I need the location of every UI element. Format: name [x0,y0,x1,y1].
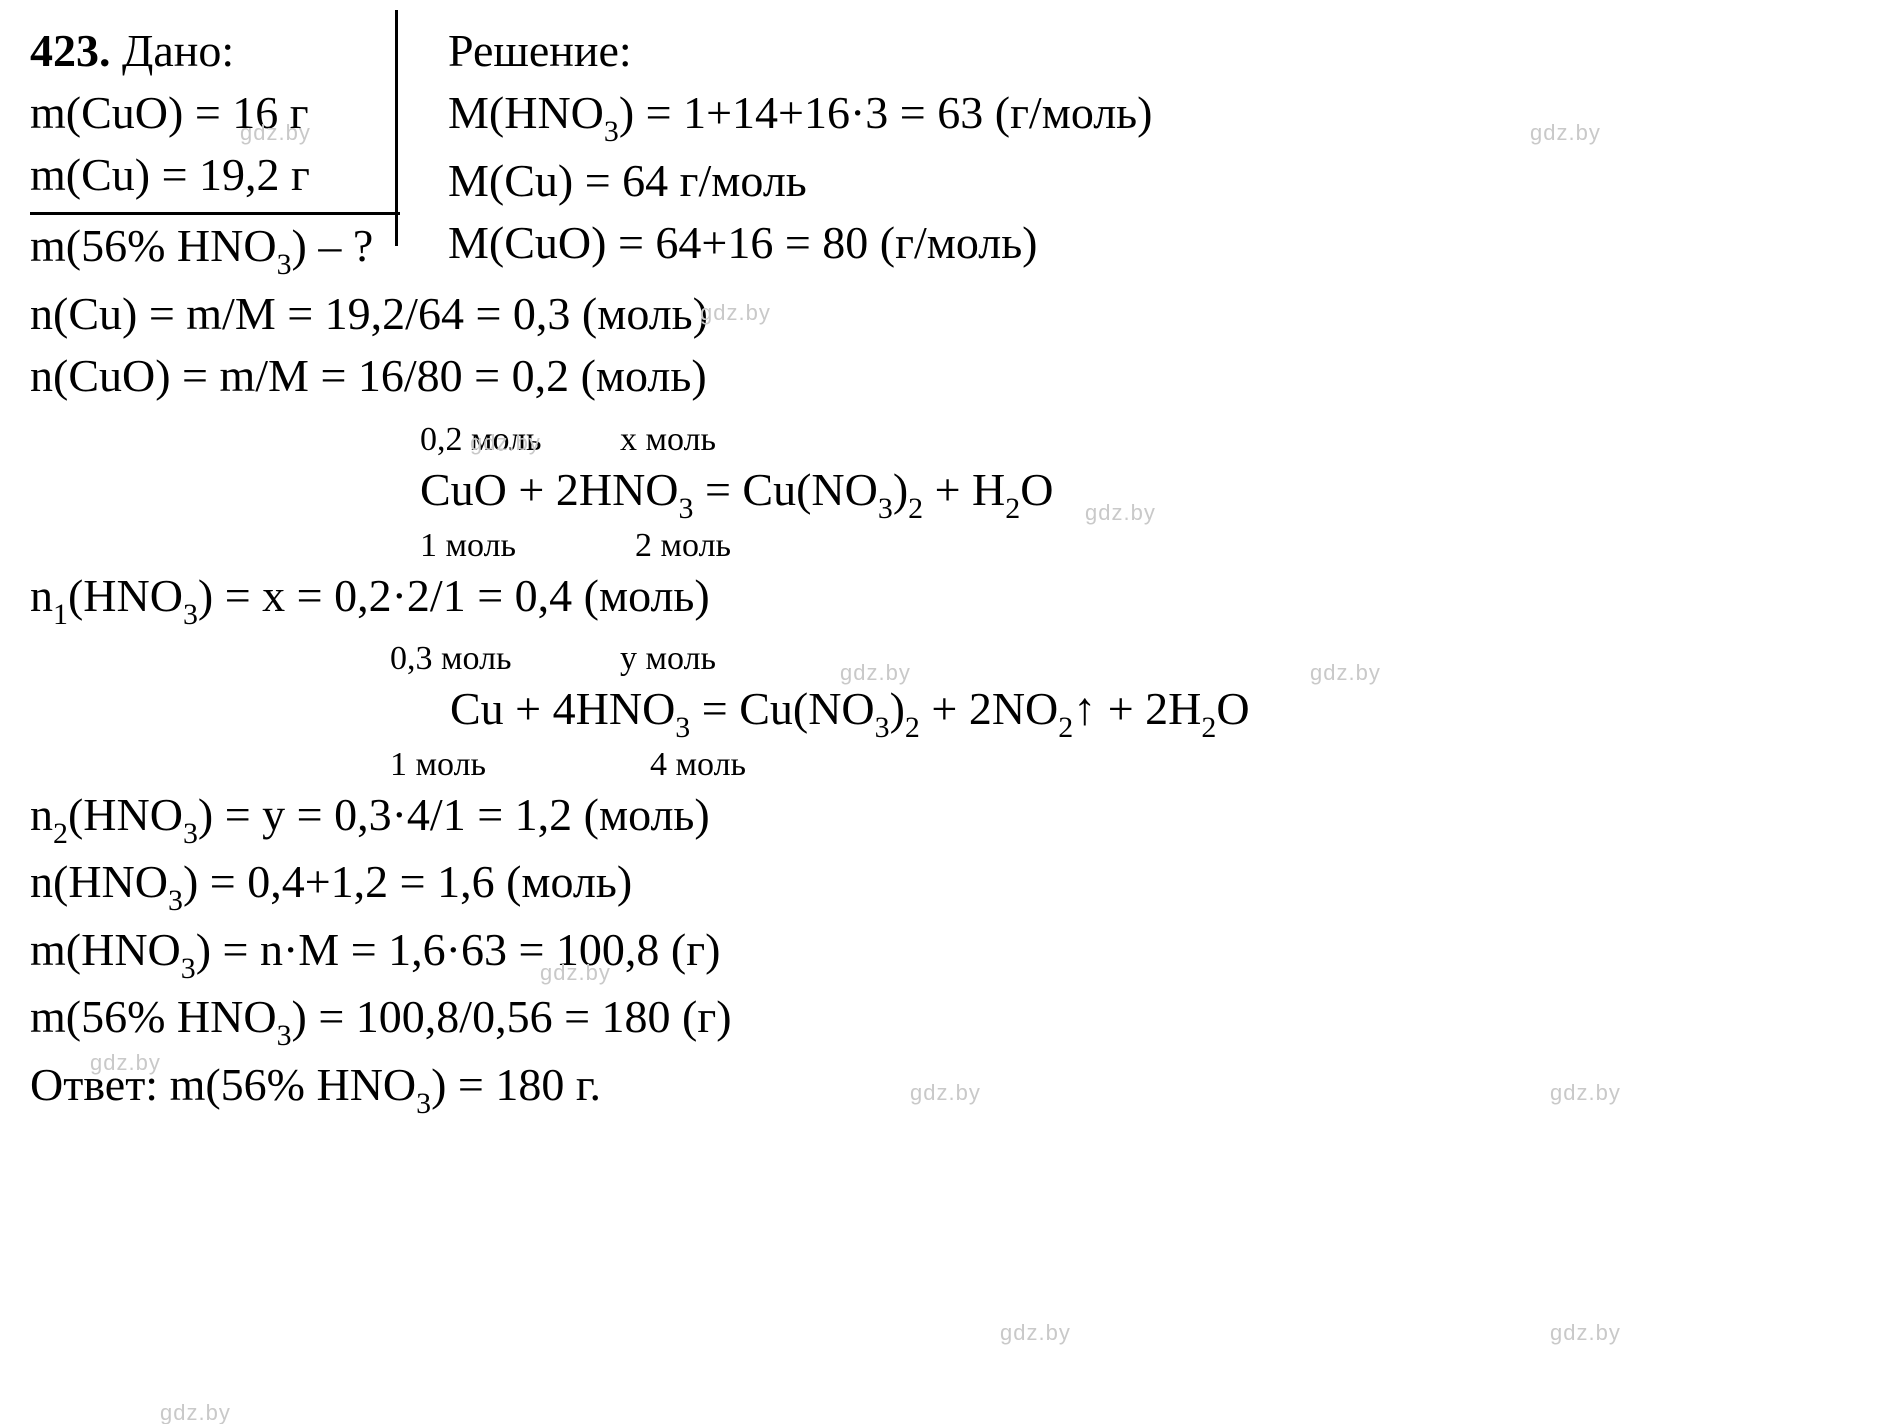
eq1-bot-annot: 1 моль 2 моль [420,527,1863,565]
given-l1-val: 16 г [232,87,308,138]
given-line-1: m(CuO) = 16 г [30,82,430,144]
sol-l1-post: ) = 1+14+16·3 = 63 (г/моль) [619,87,1153,138]
l7-sub2: 3 [183,817,198,850]
given-line-3: m(56% HNO3) – ? [30,215,430,283]
sol-l1: M(HNO3) = 1+14+16·3 = 63 (г/моль) [448,82,1863,150]
eq2-fe-sub: 2 [1201,711,1216,744]
l10-post: ) = 100,8/0,56 = 180 (г) [292,991,732,1042]
eq2-ff: O [1216,683,1249,734]
eq2-top-annot: 0,3 моль у моль [380,640,1863,678]
eq2-top-a: 0,3 моль [380,640,620,678]
eq1-bot-b: 2 моль [635,527,795,565]
eq1-top-annot: 0,2 моль х моль [420,421,1863,459]
eq1-fc: ) [893,464,908,515]
eq1-fa-sub: 3 [679,492,694,525]
given-l3-sub: 3 [277,248,292,281]
eq1-fd: + H [923,464,1005,515]
sol-l2: M(Cu) = 64 г/моль [448,150,1863,212]
given-l2-val: 19,2 г [199,149,310,200]
calc-l4: n(Cu) = m/M = 19,2/64 = 0,3 (моль) [30,283,1863,345]
eq1-bot-a: 1 моль [420,527,635,565]
calc-l5: n(CuO) = m/M = 16/80 = 0,2 (моль) [30,345,1863,407]
l6-sub1: 1 [53,598,68,631]
eq2-fb: = Cu(NO [690,683,874,734]
l9-sub: 3 [181,952,196,985]
given-label: Дано: [122,25,234,76]
eq2-fa: Cu + 4HNO [450,683,675,734]
calc-l10: m(56% HNO3) = 100,8/0,56 = 180 (г) [30,986,1863,1054]
eq1-fc-sub: 2 [908,492,923,525]
ans-sub: 3 [416,1087,431,1120]
given-l2-pre: m(Cu) = [30,149,199,200]
eq2-bot-b: 4 моль [650,746,810,784]
given-l3-post: ) – ? [292,220,374,271]
given-l3-pre: m(56% HNO [30,220,277,271]
watermark: gdz.by [160,1400,231,1424]
eq1-top-a: 0,2 моль [420,421,620,459]
l7-sub1: 2 [53,817,68,850]
eq2-fd-sub: 2 [1058,711,1073,744]
eq2-bot-annot: 1 моль 4 моль [380,746,1863,784]
calc-l9: m(HNO3) = n·M = 1,6·63 = 100,8 (г) [30,919,1863,987]
l6-mid: (HNO [68,570,183,621]
problem-number: 423. [30,25,111,76]
l6-pre: n [30,570,53,621]
l7-post: ) = y = 0,3·4/1 = 1,2 (моль) [198,789,710,840]
eq1-fb: = Cu(NO [693,464,877,515]
l8-sub: 3 [168,884,183,917]
l7-mid: (HNO [68,789,183,840]
l8-pre: n(HNO [30,856,168,907]
l8-post: ) = 0,4+1,2 = 1,6 (моль) [183,856,632,907]
l6-post: ) = x = 0,2·2/1 = 0,4 (моль) [198,570,710,621]
eq2-bot-a: 1 моль [380,746,650,784]
ans-pre: Ответ: m(56% HNO [30,1059,416,1110]
calc-l6: n1(HNO3) = x = 0,2·2/1 = 0,4 (моль) [30,565,1863,633]
eq2-fc: ) [890,683,905,734]
eq1-fd-sub: 2 [1005,492,1020,525]
l7-pre: n [30,789,53,840]
eq2-formula: Cu + 4HNO3 = Cu(NO3)2 + 2NO2↑ + 2H2O [450,678,1863,746]
eq1-fe: O [1020,464,1053,515]
calc-l7: n2(HNO3) = y = 0,3·4/1 = 1,2 (моль) [30,784,1863,852]
eq2-fe: + 2H [1096,683,1201,734]
l6-sub2: 3 [183,598,198,631]
eq2-top-b: у моль [620,640,800,678]
l9-pre: m(HNO [30,924,181,975]
eq2-fa-sub: 3 [675,711,690,744]
given-heading-line: 423. Дано: [30,20,430,82]
l10-sub: 3 [277,1019,292,1052]
given-l1-pre: m(CuO) = [30,87,232,138]
answer-line: Ответ: m(56% HNO3) = 180 г. [30,1054,1863,1122]
eq2-fb-sub: 3 [875,711,890,744]
sol-l1-sub: 3 [604,115,619,148]
eq1-fb-sub: 3 [878,492,893,525]
l9-post: ) = n·M = 1,6·63 = 100,8 (г) [196,924,721,975]
solution-label: Решение: [448,20,1863,82]
eq1-top-b: х моль [620,421,800,459]
calc-l8: n(HNO3) = 0,4+1,2 = 1,6 (моль) [30,851,1863,919]
given-line-2: m(Cu) = 19,2 г [30,144,430,206]
sol-l3: M(CuO) = 64+16 = 80 (г/моль) [448,212,1863,274]
watermark: gdz.by [1550,1320,1621,1346]
sol-l1-pre: M(HNO [448,87,604,138]
eq1-formula: CuO + 2HNO3 = Cu(NO3)2 + H2O [420,459,1863,527]
watermark: gdz.by [1000,1320,1071,1346]
eq2-fc-sub: 2 [905,711,920,744]
eq1-fa: CuO + 2HNO [420,464,679,515]
eq2-arrow: ↑ [1073,683,1096,734]
l10-pre: m(56% HNO [30,991,277,1042]
ans-post: ) = 180 г. [431,1059,601,1110]
eq2-fd: + 2NO [920,683,1058,734]
